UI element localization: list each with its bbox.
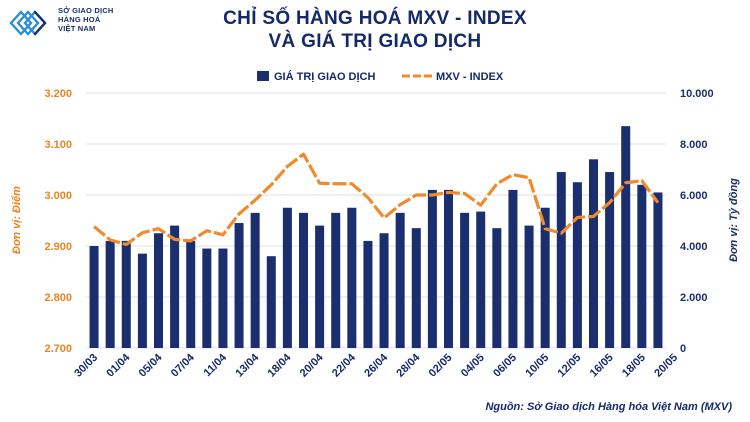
bar [605, 172, 615, 348]
bar [588, 159, 599, 348]
logo-mark-icon [9, 10, 47, 36]
bar [137, 253, 147, 348]
x-tick-label: 10/05 [523, 352, 551, 380]
bar [492, 228, 502, 348]
chart-title: CHỈ SỐ HÀNG HOÁ MXV - INDEX [223, 8, 527, 29]
bar [202, 248, 212, 348]
left-axis-ticks: 2.700 2.800 2.900 3.000 3.100 3.200 [44, 88, 72, 355]
x-tick-label: 13/04 [233, 351, 262, 380]
x-tick-label: 04/05 [459, 352, 487, 380]
x-tick-label: 11/04 [202, 351, 230, 379]
bar [637, 184, 647, 348]
x-tick-label: 12/05 [556, 352, 584, 380]
x-tick-label: 05/04 [137, 351, 166, 380]
right-tick-label: 2.000 [680, 292, 708, 304]
bar [524, 225, 534, 348]
right-tick-label: 0 [680, 343, 686, 355]
bar [347, 207, 357, 348]
legend-line-label: MXV - INDEX [436, 71, 504, 83]
right-axis-ticks: 0 2.000 4.000 6.000 8.000 10.000 [680, 88, 714, 355]
bar [250, 212, 260, 348]
bar [363, 240, 373, 348]
x-tick-label: 20/05 [652, 352, 680, 380]
x-tick-label: 01/04 [104, 351, 133, 380]
mxv-index-line [93, 152, 660, 247]
bar [395, 212, 405, 348]
left-tick-label: 2.700 [44, 343, 72, 355]
bar [186, 240, 196, 348]
left-tick-label: 2.900 [44, 241, 72, 253]
bar [218, 248, 228, 348]
x-tick-label: 26/04 [362, 351, 391, 380]
x-tick-label: 22/04 [330, 351, 359, 380]
left-tick-label: 3.100 [44, 139, 72, 151]
org-name-line: SỞ GIAO DỊCH [58, 6, 114, 15]
x-tick-label: 20/04 [298, 351, 327, 380]
right-axis-title: Đơn vị: Tỷ đồng [728, 178, 740, 262]
right-tick-label: 10.000 [680, 88, 714, 100]
bar [653, 192, 663, 348]
org-name: SỞ GIAO DỊCH HÀNG HOÁ VIỆT NAM [58, 6, 113, 33]
source-note: Nguồn: Sở Giao dịch Hàng hóa Việt Nam (M… [485, 401, 732, 413]
bar [379, 233, 389, 348]
bar-series [89, 126, 663, 349]
legend-bar-label: GIÁ TRỊ GIAO DỊCH [274, 70, 376, 83]
bar [621, 126, 631, 349]
bar [540, 207, 550, 348]
org-name-line: HÀNG HOÁ [58, 15, 101, 24]
x-axis-ticks: 30/03 01/04 05/04 07/04 11/04 13/04 18/04 20/04… [72, 351, 680, 380]
x-tick-label: 16/05 [588, 352, 616, 380]
bar [411, 228, 421, 348]
legend: GIÁ TRỊ GIAO DỊCH MXV - INDEX [257, 70, 504, 83]
bar [443, 189, 454, 348]
left-tick-label: 3.200 [44, 88, 72, 100]
bar [427, 189, 437, 348]
left-tick-label: 3.000 [44, 190, 72, 202]
bar [266, 256, 276, 348]
bar [170, 225, 180, 348]
bar [121, 240, 131, 348]
chart-subtitle: VÀ GIÁ TRỊ GIAO DỊCH [268, 31, 482, 52]
right-tick-label: 8.000 [680, 139, 708, 151]
x-tick-label: 18/05 [620, 352, 648, 380]
bar [331, 212, 341, 348]
bar [153, 233, 164, 348]
grid-lines [86, 92, 666, 349]
bar [89, 246, 99, 348]
org-name-line: VIỆT NAM [58, 24, 96, 33]
x-tick-label: 30/03 [72, 352, 100, 380]
left-axis-title: Đơn vị: Điểm [11, 186, 23, 254]
x-tick-label: 06/05 [491, 352, 519, 380]
right-tick-label: 4.000 [680, 241, 708, 253]
bar [476, 211, 486, 348]
line-series [93, 152, 660, 247]
x-tick-label: 28/04 [394, 351, 423, 380]
x-tick-label: 18/04 [266, 351, 295, 380]
x-tick-label: 02/05 [427, 352, 455, 380]
legend-bar-swatch [257, 71, 269, 81]
logo: SỞ GIAO DỊCH HÀNG HOÁ VIỆT NAM [8, 6, 158, 40]
bar [298, 212, 309, 348]
bar [460, 212, 470, 348]
bar [556, 172, 566, 348]
left-tick-label: 2.800 [44, 292, 72, 304]
right-tick-label: 6.000 [680, 190, 708, 202]
bar [508, 189, 518, 348]
bar [282, 207, 292, 348]
bar [315, 225, 325, 348]
bar [234, 223, 244, 348]
bar [105, 240, 115, 348]
bar [572, 182, 582, 348]
x-tick-label: 07/04 [169, 351, 198, 380]
